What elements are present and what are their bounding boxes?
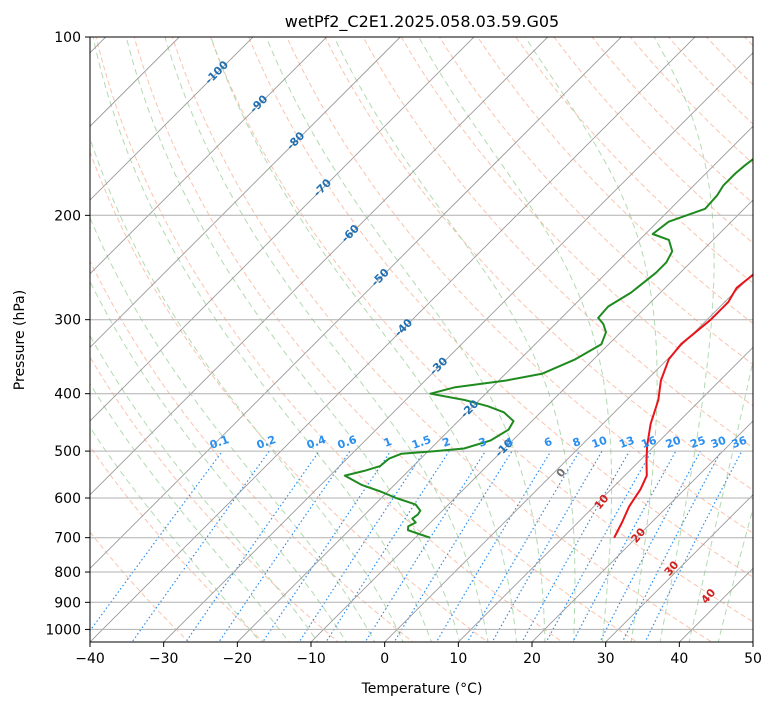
y-tick-label: 700	[54, 531, 81, 547]
plot-frame	[89, 36, 754, 643]
x-tick-label: −30	[149, 651, 179, 667]
y-tick-label: 800	[54, 565, 81, 581]
mixing-ratio-label: 36	[730, 434, 749, 452]
x-tick-label: −20	[223, 651, 253, 667]
mixing-ratio-label: 4	[503, 435, 515, 450]
dry-adiabat	[95, 37, 564, 642]
isotherm-line	[605, 494, 753, 642]
x-axis: −40 −30 −20 −10 0 10 20 30 40 50	[75, 642, 762, 667]
dry-adiabat	[90, 531, 190, 642]
mixing-ratio-label: 30	[709, 434, 728, 452]
isotherm-line	[90, 37, 622, 570]
dry-adiabat	[90, 445, 265, 642]
isotherm-line	[531, 420, 753, 642]
isotherm-line	[90, 37, 549, 496]
dewpoint-profile	[343, 157, 753, 539]
moist-adiabat	[333, 37, 576, 642]
x-tick-label: 0	[380, 651, 389, 667]
y-axis-label: Pressure (hPa)	[12, 290, 28, 390]
y-tick-label: 1000	[45, 622, 81, 638]
y-tick-label: 600	[54, 491, 81, 507]
mixing-ratio-label: 1	[382, 435, 394, 450]
mixing-ratio-label: 20	[664, 434, 683, 452]
dry-adiabat	[324, 37, 753, 491]
mixing-ratio-label: 16	[639, 434, 658, 452]
y-axis: 100 200 300 400 500 600 700 800 900 1000	[45, 30, 90, 638]
moist-adiabat	[92, 37, 432, 642]
mixing-ratio-label: 10	[590, 434, 609, 452]
mixing-ratio-label: 2	[441, 435, 453, 450]
isotherm-line	[457, 346, 753, 642]
isotherm-line	[90, 37, 401, 348]
isotherm-line	[90, 37, 254, 201]
mixing-ratio-label: 0.2	[255, 433, 278, 452]
mixing-ratio-label: 0.1	[208, 433, 231, 452]
moist-adiabat	[418, 37, 613, 642]
mixing-ratio-label: 0.4	[305, 433, 328, 452]
dry-adiabat	[171, 37, 713, 642]
moist-adiabat	[265, 37, 546, 642]
isotherm-line	[310, 199, 753, 642]
dry-adiabat	[133, 37, 638, 642]
isotherm-line	[90, 37, 475, 422]
chart-title: wetPf2_C2E1.2025.058.03.59.G05	[285, 12, 559, 32]
isotherm-line	[90, 37, 696, 642]
plot-area	[90, 37, 753, 642]
dry-adiabat	[90, 259, 414, 642]
moist-adiabat	[653, 37, 715, 642]
dry-adiabat	[90, 356, 340, 642]
isotherm-line	[163, 52, 753, 642]
y-tick-label: 500	[54, 444, 81, 460]
x-axis-label: Temperature (°C)	[361, 681, 483, 697]
y-tick-label: 200	[54, 208, 81, 224]
x-tick-label: 20	[523, 651, 541, 667]
isotherm-line	[236, 125, 753, 642]
dry-adiabat	[400, 37, 753, 407]
mixing-ratio-label: 13	[617, 434, 636, 451]
x-tick-label: −10	[296, 651, 326, 667]
y-tick-label: 300	[54, 313, 81, 329]
y-tick-label: 900	[54, 595, 81, 611]
mixing-ratio-label: 25	[688, 434, 707, 451]
isotherm-line	[90, 37, 328, 275]
y-tick-label: 400	[54, 387, 81, 403]
dry-adiabat	[362, 37, 753, 449]
moist-adiabat	[717, 506, 753, 642]
mixing-ratio-label: 1.5	[410, 433, 433, 452]
dry-adiabat	[286, 37, 753, 534]
x-tick-label: 40	[670, 651, 688, 667]
y-tick-label: 100	[54, 30, 81, 46]
moist-adiabat	[90, 334, 319, 642]
mixing-ratio-label: 8	[571, 435, 583, 450]
dry-adiabat	[209, 37, 753, 623]
x-tick-label: 10	[449, 651, 467, 667]
mixing-ratio-label: 3	[477, 435, 489, 450]
mixing-ratio-label: 6	[542, 435, 554, 450]
x-tick-label: −40	[75, 651, 105, 667]
x-tick-label: 50	[744, 651, 762, 667]
temperature-profile	[613, 273, 753, 539]
x-tick-label: 30	[597, 651, 615, 667]
mixing-ratio-label: 0.6	[336, 433, 359, 452]
